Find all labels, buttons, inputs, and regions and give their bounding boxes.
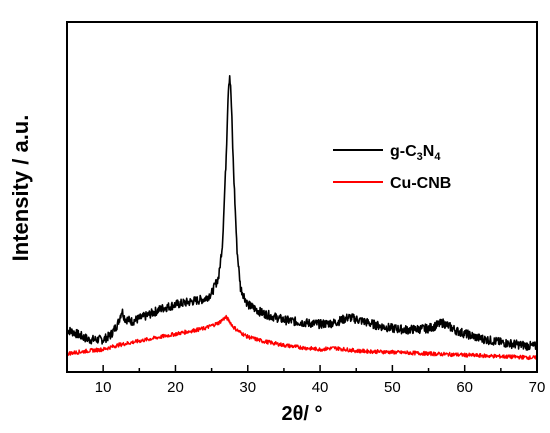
x-tick-label: 60 xyxy=(456,379,473,396)
legend-label-cu-cnb: Cu-CNB xyxy=(390,175,451,192)
x-tick-label: 20 xyxy=(167,379,184,396)
legend-label-g-c3n4: g-C3N4 xyxy=(390,143,441,163)
x-tick-labels: 10 20 30 40 50 60 70 xyxy=(95,379,546,396)
x-tick-marks xyxy=(66,365,538,372)
series-line-cu-cnb xyxy=(66,314,538,361)
x-tick-label: 50 xyxy=(384,379,401,396)
plot-frame xyxy=(66,21,538,373)
x-tick-label: 70 xyxy=(529,379,546,396)
series-line-g-c3n4 xyxy=(66,75,538,351)
x-tick-label: 40 xyxy=(312,379,329,396)
x-tick-label: 30 xyxy=(239,379,256,396)
legend: g-C3N4 Cu-CNB xyxy=(333,143,451,192)
x-tick-label: 10 xyxy=(95,379,112,396)
series-lines xyxy=(66,75,538,361)
y-axis-title: Intensity / a.u. xyxy=(8,115,33,262)
x-axis-title: 2θ/ ° xyxy=(281,403,322,425)
